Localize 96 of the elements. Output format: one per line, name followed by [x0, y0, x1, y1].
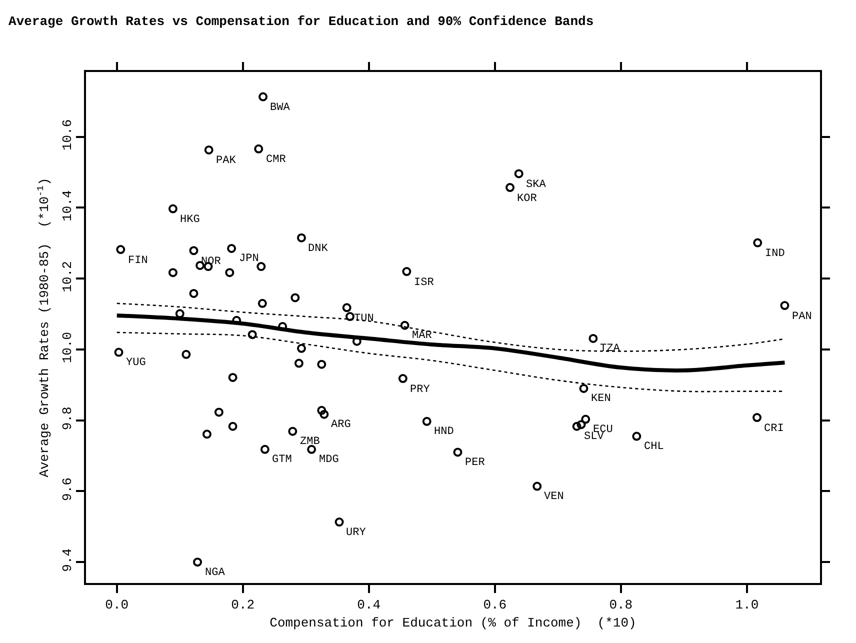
- point: [296, 344, 306, 353]
- point: [193, 558, 202, 567]
- annotation: MDG: [319, 454, 339, 466]
- annotation: FIN: [128, 255, 148, 267]
- annotation: KOR: [517, 193, 538, 205]
- annotation: ARG: [331, 419, 351, 431]
- point: [228, 422, 238, 431]
- point: [296, 233, 306, 242]
- annotation: PAN: [792, 311, 812, 323]
- point: [320, 410, 329, 419]
- point: [307, 444, 316, 454]
- x-tick-label: 0.2: [231, 598, 255, 613]
- point: [588, 334, 598, 343]
- point: [506, 183, 515, 192]
- annotation: VEN: [544, 491, 564, 503]
- x-tick-label: 0.0: [105, 598, 129, 613]
- point: [288, 426, 298, 436]
- y-tick-label: 9.8: [60, 406, 75, 430]
- point: [334, 518, 344, 527]
- point: [294, 358, 304, 368]
- annotation: CMR: [266, 154, 286, 166]
- y-tick-label: 10.0: [60, 332, 75, 364]
- line-series: [116, 302, 786, 352]
- x-tick-label: 0.4: [357, 598, 381, 613]
- point: [345, 312, 354, 322]
- point: [572, 422, 582, 431]
- y-tick-label: 10.2: [60, 261, 75, 292]
- annotation: KEN: [591, 393, 611, 405]
- x-tick-label: 1.0: [735, 598, 759, 613]
- x-tick-label: 0.6: [483, 598, 507, 613]
- point: [402, 267, 412, 276]
- point: [248, 330, 257, 340]
- annotation: SLV: [584, 431, 604, 443]
- annotation: IND: [765, 248, 786, 260]
- point: [258, 92, 268, 102]
- point: [254, 144, 264, 154]
- point: [260, 444, 270, 454]
- point: [189, 246, 198, 256]
- y-tick-label: 9.4: [60, 548, 75, 572]
- annotation: BWA: [270, 102, 290, 114]
- point: [189, 288, 198, 298]
- point: [317, 406, 326, 415]
- chart-title: Average Growth Rates vs Compensation for Education and 90% Confidence Bands: [8, 14, 594, 30]
- point: [202, 430, 212, 439]
- x-tick-label: 0.8: [609, 598, 633, 613]
- annotation: URY: [346, 527, 366, 539]
- line-series: [114, 313, 787, 372]
- annotation: MAR: [412, 330, 432, 342]
- point: [398, 374, 408, 384]
- point: [290, 293, 300, 302]
- annotation: YUG: [126, 357, 146, 369]
- annotation: CRI: [764, 423, 784, 435]
- annotation: TZA: [600, 343, 620, 355]
- point: [400, 320, 410, 330]
- y-tick-label: 10.4: [60, 190, 75, 222]
- point: [114, 348, 124, 357]
- point: [632, 432, 642, 441]
- point: [422, 416, 432, 426]
- point: [227, 244, 236, 253]
- point: [532, 482, 542, 491]
- annotation: ZMB: [300, 436, 320, 448]
- annotation: NGA: [205, 567, 226, 579]
- point: [453, 448, 462, 457]
- annotation: PAK: [216, 155, 236, 167]
- annotation: ISR: [414, 277, 434, 289]
- annotation: HKG: [180, 214, 200, 226]
- x-axis-title: Compensation for Education (% of Income) (*10): [270, 616, 636, 631]
- y-tick-label: 10.6: [60, 119, 75, 151]
- point: [581, 414, 590, 424]
- point: [752, 413, 762, 422]
- point: [514, 169, 524, 178]
- annotation: PER: [465, 457, 486, 469]
- annotation: GTM: [272, 454, 292, 466]
- point: [182, 350, 191, 359]
- point: [780, 301, 790, 310]
- annotation: JPN: [239, 253, 259, 265]
- point: [225, 268, 234, 278]
- point: [342, 303, 352, 312]
- point: [576, 420, 586, 430]
- annotation: DNK: [308, 243, 328, 255]
- point: [228, 372, 238, 382]
- point: [214, 408, 224, 417]
- point: [256, 262, 266, 272]
- y-tick-label: 9.6: [60, 478, 75, 501]
- point: [168, 268, 178, 278]
- annotation: PRY: [410, 384, 430, 396]
- annotation: SKA: [526, 179, 546, 191]
- point: [753, 238, 762, 248]
- point: [579, 384, 588, 393]
- point: [317, 360, 326, 369]
- point: [168, 204, 178, 214]
- point: [204, 145, 214, 154]
- annotation: CHL: [644, 441, 664, 453]
- point: [258, 298, 267, 308]
- point: [116, 245, 126, 254]
- annotation: HND: [434, 426, 454, 438]
